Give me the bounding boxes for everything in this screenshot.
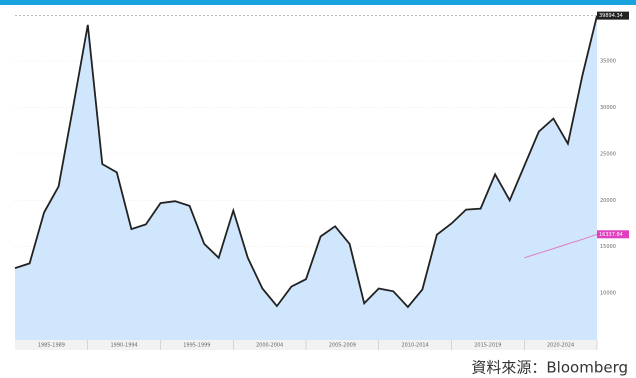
x-tick-label: 2015-2019	[474, 343, 501, 349]
x-tick-label: 2005-2009	[329, 343, 356, 349]
x-tick-label: 1995-1999	[183, 343, 210, 349]
x-tick-label: 2000-2004	[256, 343, 283, 349]
area	[15, 15, 597, 340]
y-tick-label: 30000	[600, 105, 616, 111]
y-tick-label: 20000	[600, 198, 616, 204]
value-label: 16337.84	[599, 232, 623, 238]
value-label-box	[597, 230, 629, 239]
top-bar	[0, 0, 636, 5]
x-tick-label: 2010-2014	[401, 343, 428, 349]
x-tick-label: 1985-1989	[38, 343, 65, 349]
value-label-box	[597, 11, 629, 20]
line	[14, 15, 598, 309]
x-tick-label: 2020-2024	[547, 343, 574, 349]
y-tick-label: 10000	[600, 291, 616, 297]
line	[524, 233, 598, 259]
x-tick-label: 1990-1994	[110, 343, 137, 349]
y-tick-label: 35000	[600, 59, 616, 65]
source: 資料來源：Bloomberg	[471, 359, 628, 377]
y-tick-label: 25000	[600, 151, 616, 157]
value-label: 39894.34	[599, 13, 623, 19]
y-tick-label: 15000	[600, 244, 616, 250]
